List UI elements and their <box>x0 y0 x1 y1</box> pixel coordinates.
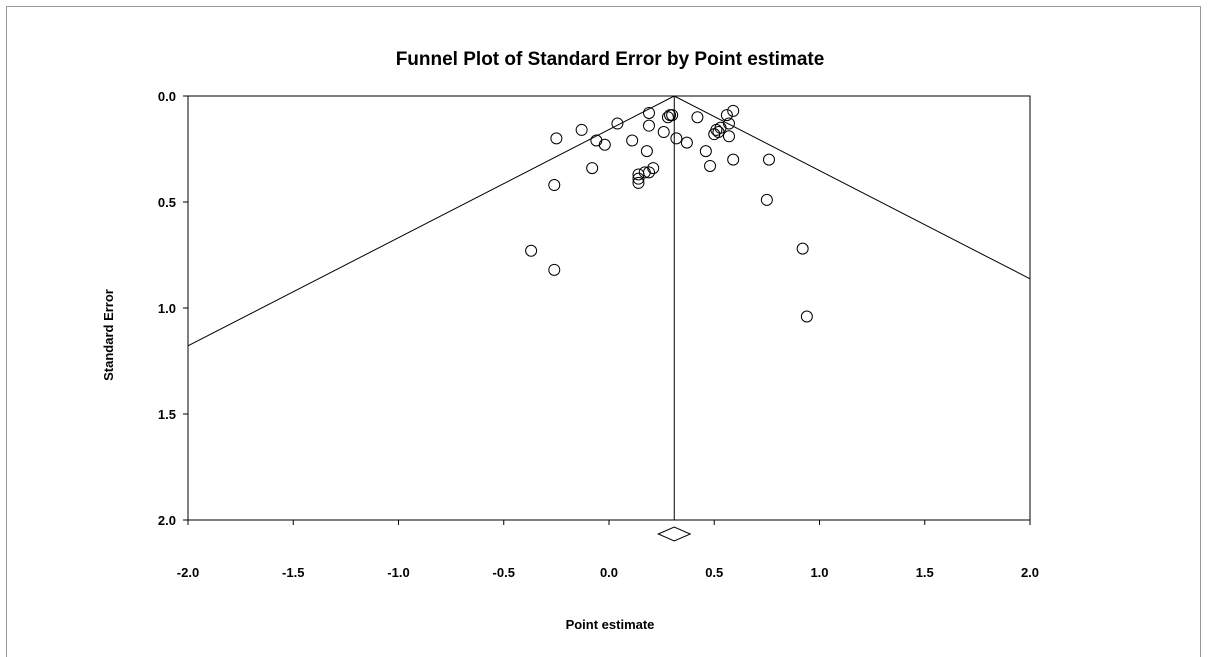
data-point <box>691 111 704 124</box>
x-tick-label: 2.0 <box>1021 565 1039 580</box>
data-point <box>550 132 563 145</box>
data-point <box>548 179 561 192</box>
plot-area <box>187 95 1031 521</box>
data-point <box>800 310 813 323</box>
data-point <box>598 138 611 151</box>
data-point <box>642 106 655 119</box>
data-point <box>796 242 809 255</box>
data-points <box>525 104 813 323</box>
data-point <box>727 104 740 117</box>
data-point <box>762 153 775 166</box>
data-point <box>708 128 721 141</box>
y-axis-ticks: 0.0 0.5 1.0 1.5 2.0 <box>158 89 188 528</box>
y-tick-label: 1.0 <box>158 301 176 316</box>
x-tick-label: -2.0 <box>177 565 199 580</box>
data-point <box>657 126 670 139</box>
funnel-right-limit <box>674 96 1030 280</box>
x-tick-label: -1.5 <box>282 565 304 580</box>
data-point <box>611 117 624 130</box>
chart-frame <box>6 6 1201 657</box>
x-tick-label: -0.5 <box>493 565 515 580</box>
y-tick-label: 1.5 <box>158 407 176 422</box>
data-point <box>626 134 639 147</box>
x-tick-label: 1.0 <box>810 565 828 580</box>
y-axis-label: Standard Error <box>101 289 116 381</box>
data-point <box>638 166 651 179</box>
data-point <box>575 123 588 136</box>
x-tick-label: 0.5 <box>705 565 723 580</box>
data-point <box>722 130 735 143</box>
data-point <box>642 119 655 132</box>
y-tick-label: 0.0 <box>158 89 176 104</box>
data-point <box>586 162 599 175</box>
x-axis-ticks: -2.0 -1.5 -1.0 -0.5 0.0 0.5 1.0 1.5 2.0 <box>177 520 1039 580</box>
data-point <box>727 153 740 166</box>
funnel-lines <box>188 96 1030 520</box>
data-point <box>525 244 538 257</box>
data-point <box>670 132 683 145</box>
x-tick-label: 1.5 <box>916 565 934 580</box>
data-point <box>632 168 645 181</box>
funnel-left-limit <box>188 96 675 347</box>
data-point <box>680 136 693 149</box>
y-tick-label: 2.0 <box>158 513 176 528</box>
combined-effect-diamond <box>657 526 692 542</box>
x-axis-label: Point estimate <box>566 617 655 632</box>
chart-title: Funnel Plot of Standard Error by Point e… <box>396 49 825 70</box>
y-tick-label: 0.5 <box>158 195 176 210</box>
data-point <box>640 145 653 158</box>
data-point <box>699 145 712 158</box>
x-tick-label: 0.0 <box>600 565 618 580</box>
data-point <box>548 263 561 276</box>
data-point <box>760 193 773 206</box>
data-point <box>590 134 603 147</box>
data-point <box>632 176 645 189</box>
x-tick-label: -1.0 <box>387 565 409 580</box>
data-point <box>720 109 733 122</box>
data-point <box>704 159 717 172</box>
data-point <box>632 172 645 185</box>
data-point <box>661 111 674 124</box>
